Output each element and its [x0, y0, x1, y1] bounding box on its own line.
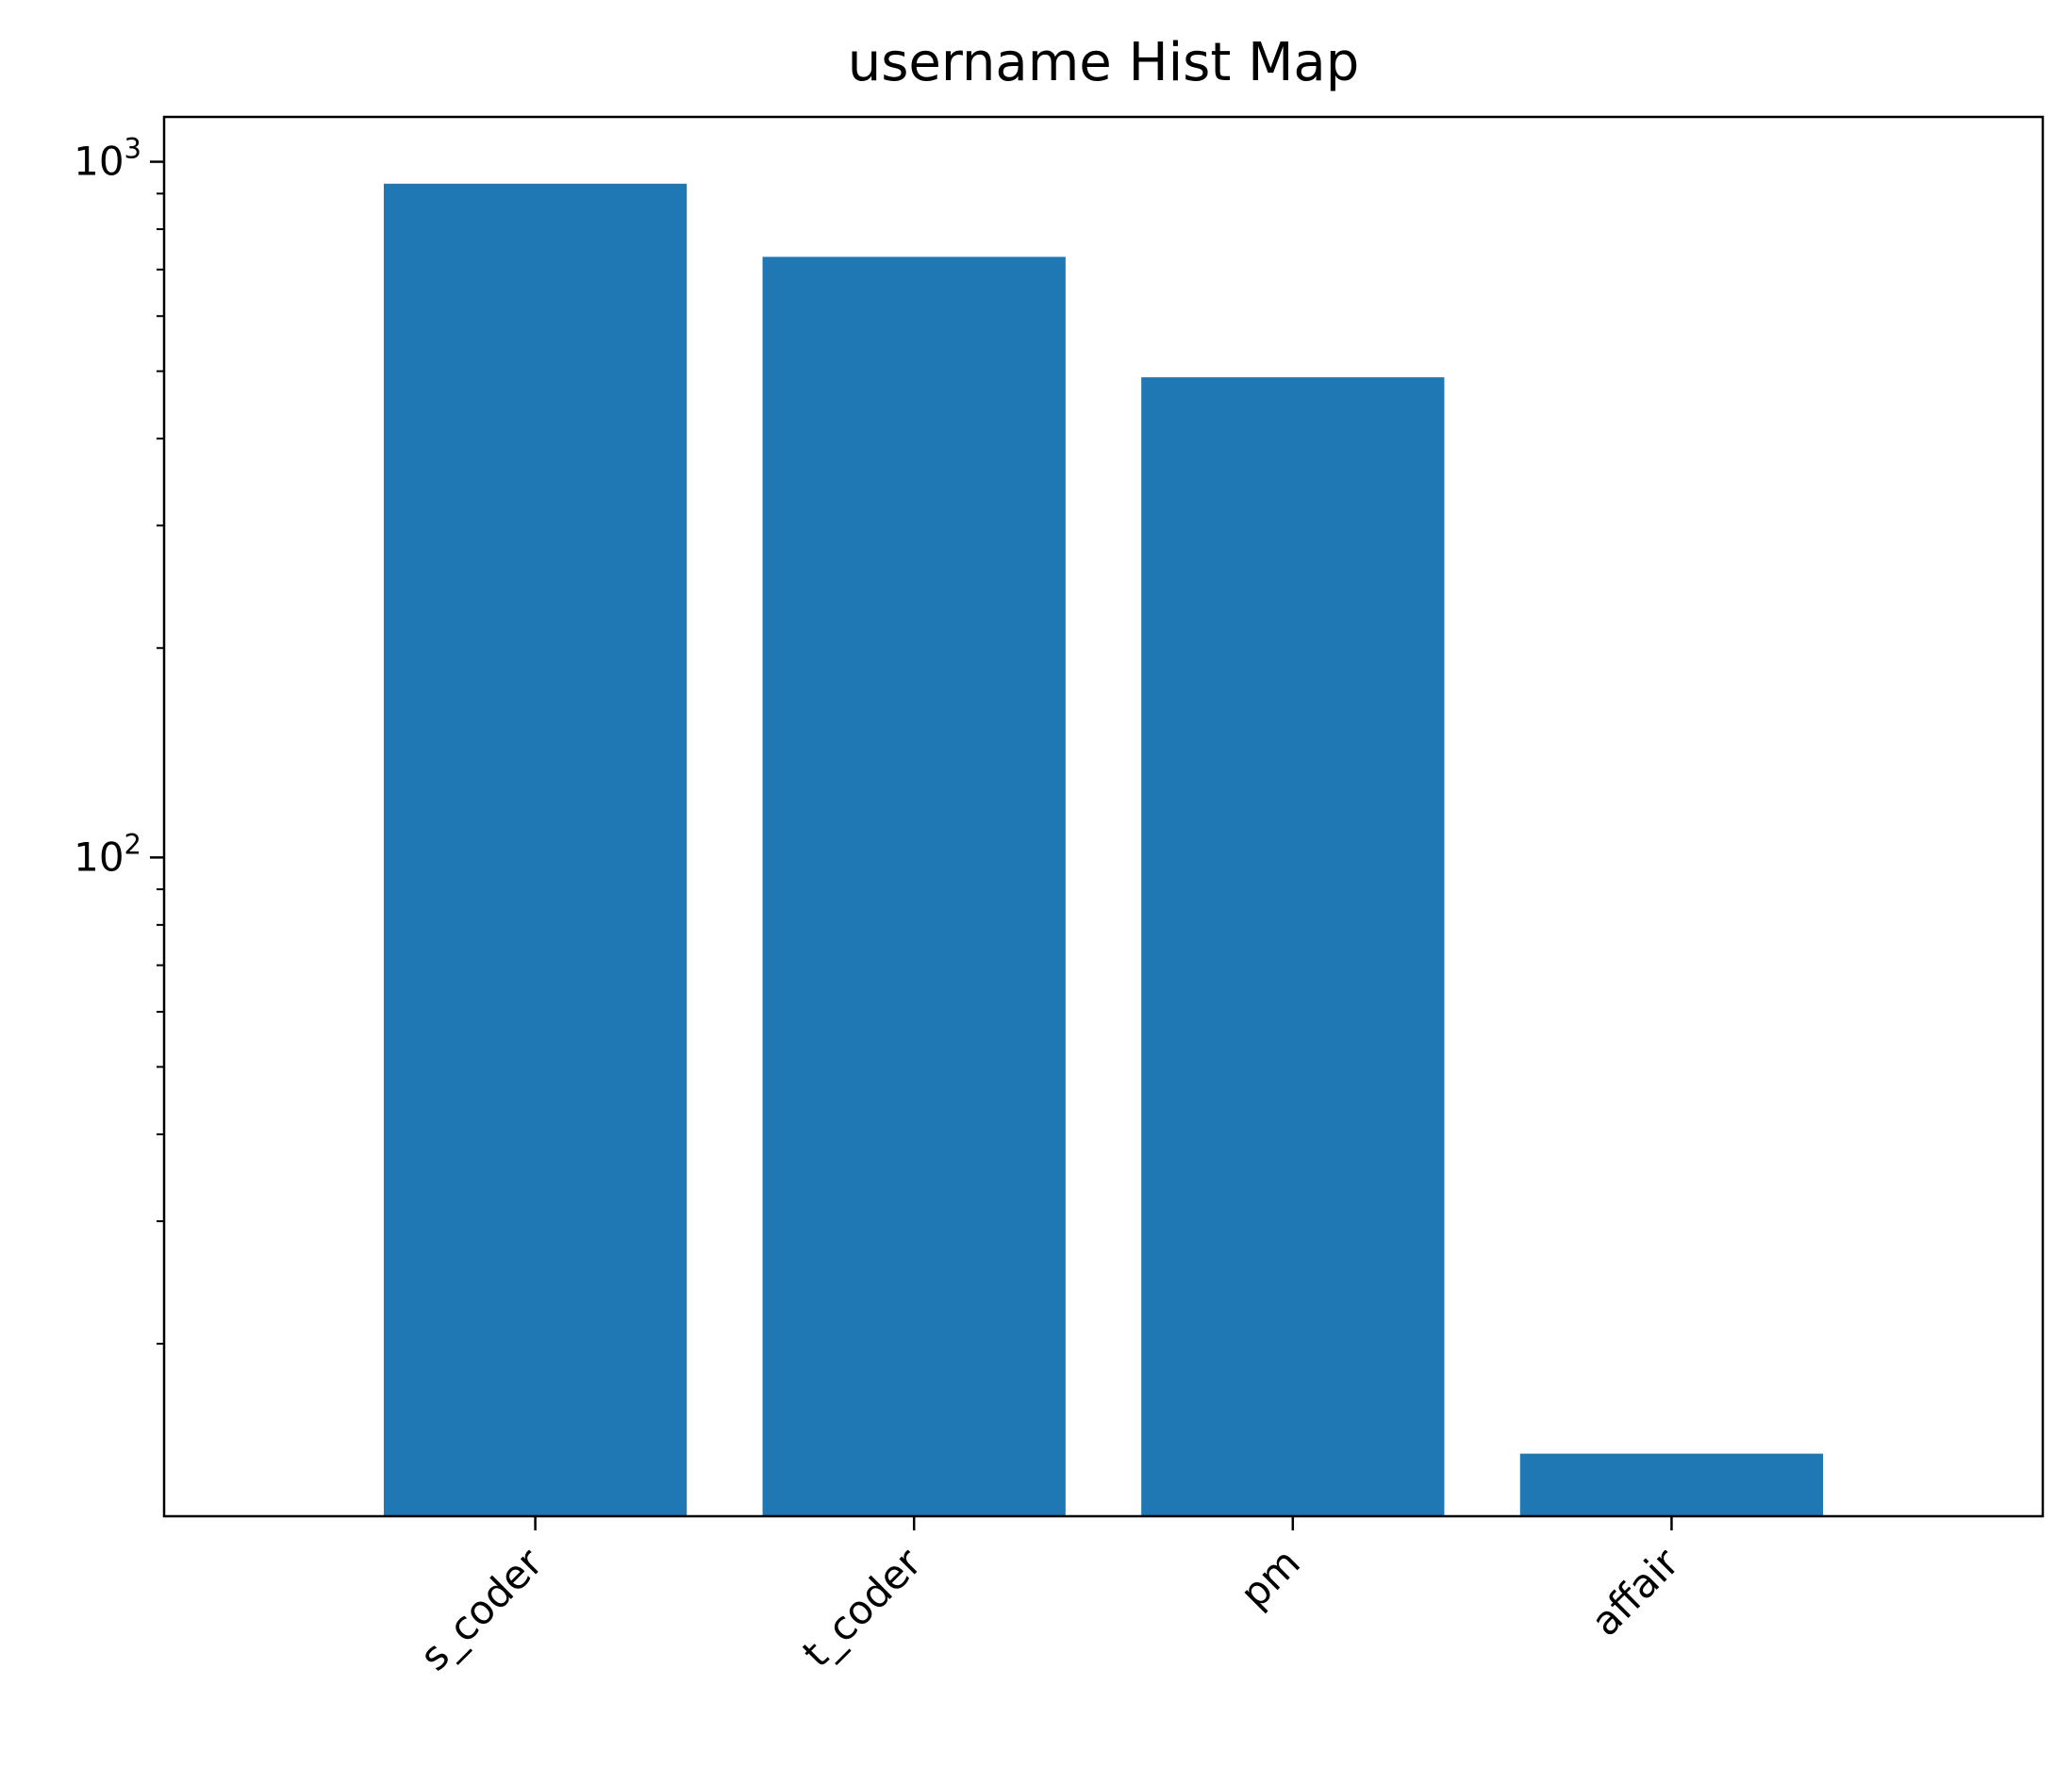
plot-frame	[162, 115, 2045, 1518]
y-tick-label-base: 10	[74, 834, 124, 880]
bar-s_coder	[383, 183, 688, 1517]
chart-title: username Hist Map	[848, 32, 1360, 93]
bar-pm	[1141, 377, 1445, 1516]
bar-affair	[1519, 1453, 1824, 1516]
y-tick-label: 103	[74, 133, 141, 185]
bars	[383, 183, 1824, 1517]
y-tick-label-base: 10	[74, 139, 124, 185]
bar-t_coder	[762, 256, 1066, 1516]
y-tick-label-exponent: 2	[124, 828, 141, 860]
y-tick-label: 102	[74, 828, 141, 880]
y-tick-label-exponent: 3	[124, 133, 141, 165]
